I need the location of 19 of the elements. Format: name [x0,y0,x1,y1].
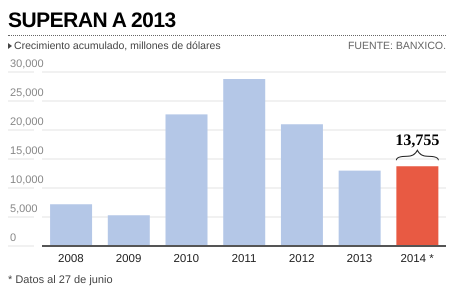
data-label: 13,755 [395,132,440,150]
y-tick-label: 20,000 [10,116,44,128]
x-tick-label: 2009 [116,253,142,266]
chart-subtitle: Crecimiento acumulado, millones de dólares [13,40,221,52]
y-tick-label: 15,000 [10,145,44,157]
x-tick-label: 2010 [173,253,200,266]
x-tick-label: 2011 [232,253,256,266]
x-tick-label: 2013 [346,253,372,266]
chart-title: SUPERAN A 2013 [8,8,446,36]
x-tick-label: 2014 * [400,253,434,266]
source-note: FUENTE: BANXICO. [348,40,446,52]
x-tick-label: 2008 [58,253,84,266]
text: * Datos al 27 de junio [8,274,114,286]
y-tick-label: 0 [10,232,16,244]
y-tick-label: 30,000 [10,58,44,70]
y-tick-label: 5,000 [10,203,38,215]
x-tick-label: 2012 [288,253,315,266]
y-tick-label: 25,000 [10,87,44,99]
y-tick-label: 10,000 [10,174,44,186]
